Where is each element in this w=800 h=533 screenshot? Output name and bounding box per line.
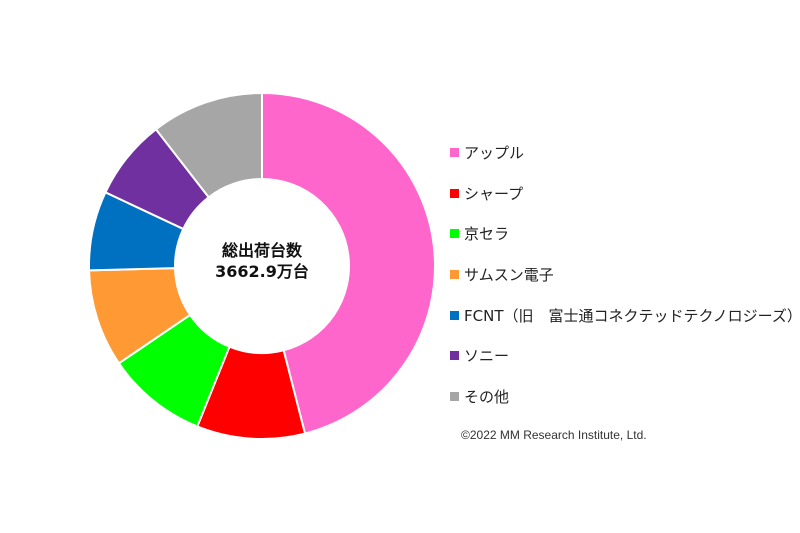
slice-other: [154, 91, 263, 199]
copyright-notice: ©2022 MM Research Institute, Ltd.: [461, 428, 647, 442]
legend-swatch-fcnt: [450, 310, 459, 320]
legend-label-samsung: サムスン電子: [464, 265, 554, 284]
legend-swatch-kyocera: [450, 229, 459, 239]
legend: アップル シャープ 京セラ サムスン電子 FCNT（旧 富士通コネクテッドテクノ…: [450, 132, 800, 417]
center-label: 総出荷台数 3662.9万台: [182, 240, 342, 282]
legend-label-apple: アップル: [464, 143, 525, 162]
legend-label-sharp: シャープ: [464, 184, 524, 203]
legend-swatch-apple: [450, 147, 459, 157]
center-label-total: 3662.9万台: [215, 262, 309, 281]
legend-item-fcnt: FCNT（旧 富士通コネクテッドテクノロジーズ）: [450, 295, 800, 336]
legend-label-sony: ソニー: [464, 347, 510, 366]
legend-label-fcnt: FCNT（旧 富士通コネクテッドテクノロジーズ）: [464, 306, 800, 325]
legend-swatch-sharp: [450, 188, 459, 198]
legend-swatch-samsung: [450, 269, 459, 279]
legend-label-kyocera: 京セラ: [464, 225, 510, 244]
legend-item-kyocera: 京セラ: [450, 213, 800, 254]
legend-swatch-sony: [450, 351, 459, 361]
legend-item-samsung: サムスン電子: [450, 254, 800, 295]
legend-item-sharp: シャープ: [450, 173, 800, 214]
legend-item-other: その他: [450, 376, 800, 417]
donut-slices: [88, 91, 436, 440]
legend-label-other: その他: [464, 387, 510, 406]
legend-swatch-other: [450, 391, 459, 401]
center-label-title: 総出荷台数: [221, 241, 302, 260]
slice-apple: [261, 91, 436, 435]
legend-item-apple: アップル: [450, 132, 800, 173]
legend-item-sony: ソニー: [450, 335, 800, 376]
